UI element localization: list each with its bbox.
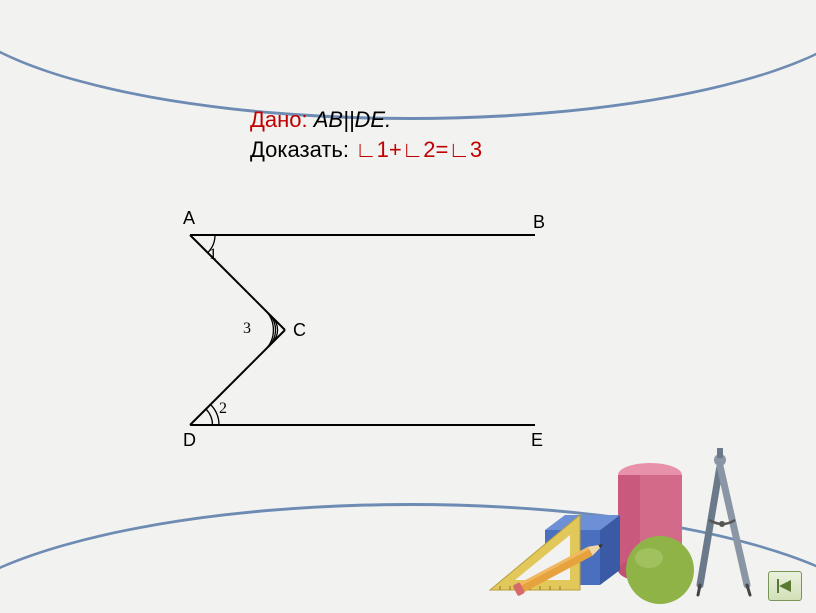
- angle-2-label: 2: [219, 400, 227, 418]
- point-b-label: B: [533, 212, 545, 233]
- prove-value: ∟1+∟2=∟3: [355, 137, 482, 162]
- angle-1-label: 1: [209, 246, 217, 264]
- point-a-label: A: [183, 208, 195, 229]
- back-triangle-icon: [776, 578, 794, 594]
- slide: Дано: AB||DE. Доказать: ∟1+∟2=∟3 A: [0, 0, 816, 613]
- point-c-label: C: [293, 320, 306, 341]
- compass-shape: [698, 448, 750, 595]
- decor-arc-top: [0, 0, 816, 120]
- prove-label: Доказать:: [250, 137, 355, 162]
- back-button[interactable]: [768, 571, 802, 601]
- given-label: Дано:: [250, 107, 314, 132]
- problem-text: Дано: AB||DE. Доказать: ∟1+∟2=∟3: [250, 105, 482, 164]
- given-line: Дано: AB||DE.: [250, 105, 482, 135]
- sphere-shape: [626, 536, 694, 604]
- point-d-label: D: [183, 430, 196, 451]
- given-value: AB||DE.: [314, 107, 391, 132]
- angle-3-label: 3: [243, 320, 251, 338]
- prove-line: Доказать: ∟1+∟2=∟3: [250, 135, 482, 165]
- shapes-svg: [485, 420, 785, 610]
- angle-2-arc-1: [206, 409, 213, 425]
- decorative-shapes: [485, 420, 775, 600]
